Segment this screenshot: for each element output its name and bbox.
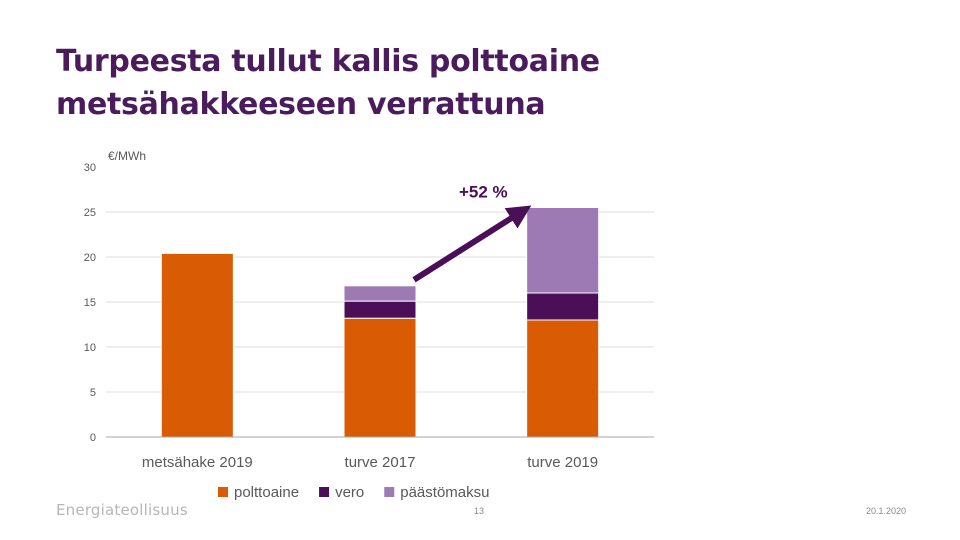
bar-3-1 (526, 319, 600, 438)
company-logo: Energiateollisuus (56, 501, 188, 519)
x-tick-label-2: turve 2017 (345, 454, 416, 471)
annotation-arrow (412, 205, 532, 283)
annotation-label: +52 % (459, 183, 508, 202)
y-tick-label-5: 5 (90, 387, 96, 399)
y-tick-label-10: 10 (84, 342, 96, 354)
slide-title-line1: Turpeesta tullut kallis polttoaine (56, 44, 600, 79)
slide-title-line2: metsähakkeeseen verrattuna (56, 87, 546, 122)
y-tick-label-15: 15 (84, 297, 96, 309)
x-tick-label-3: turve 2019 (527, 454, 598, 471)
legend-swatch-1 (218, 487, 228, 497)
bar-2-3 (343, 285, 417, 302)
bar-3-2 (526, 292, 600, 321)
legend-swatch-3 (384, 487, 395, 497)
bar-2-1 (343, 317, 417, 438)
y-tick-label-25: 25 (84, 207, 96, 219)
bar-1-1 (160, 252, 234, 438)
y-axis-label: €/MWh (108, 149, 146, 163)
page-number: 13 (474, 506, 485, 516)
legend-label-2: vero (335, 484, 364, 501)
legend-label-1: polttoaine (234, 484, 299, 501)
y-tick-label-0: 0 (90, 432, 96, 444)
legend-label-3: päästömaksu (400, 484, 489, 501)
x-tick-label-1: metsähake 2019 (142, 454, 253, 471)
bar-3-3 (526, 207, 600, 294)
y-tick-label-30: 30 (84, 162, 96, 174)
slide-date: 20.1.2020 (866, 506, 907, 516)
slide-title: Turpeesta tullut kallis polttoaine metsä… (56, 40, 756, 126)
legend-swatch-2 (319, 487, 330, 497)
bar-2-2 (343, 300, 417, 319)
y-tick-label-20: 20 (84, 252, 96, 264)
